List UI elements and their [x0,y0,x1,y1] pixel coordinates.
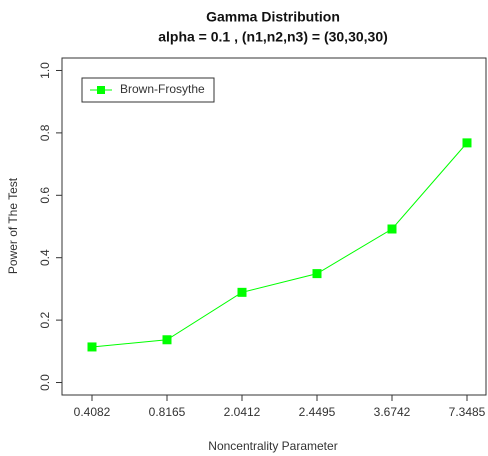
x-axis-label: Noncentrality Parameter [208,439,337,453]
x-tick-label: 2.4495 [299,405,336,419]
x-tick-label: 0.8165 [149,405,186,419]
plot-box [61,57,487,396]
point [312,269,322,279]
y-tick-label: 0.2 [38,311,52,328]
y-tick-label: 0.0 [38,374,52,391]
point [387,224,397,234]
point [462,138,472,148]
point [237,287,247,297]
x-tick-label: 2.0412 [224,405,261,419]
point [87,342,97,352]
chart-title: Gamma Distribution [206,9,340,25]
x-tick-label: 3.6742 [374,405,411,419]
y-tick-label: 0.8 [38,124,52,141]
point [162,335,172,345]
legend-marker [97,86,105,94]
y-axis-label: Power of The Test [6,177,20,274]
chart-subtitle: alpha = 0.1 , (n1,n2,n3) = (30,30,30) [158,29,388,45]
y-tick-label: 1.0 [38,62,52,79]
y-tick-label: 0.4 [38,249,52,266]
x-tick-label: 0.4082 [74,405,111,419]
legend-label: Brown-Frosythe [120,82,205,96]
series-line [91,142,468,348]
y-tick-label: 0.6 [38,187,52,204]
x-tick-label: 7.3485 [449,405,486,419]
